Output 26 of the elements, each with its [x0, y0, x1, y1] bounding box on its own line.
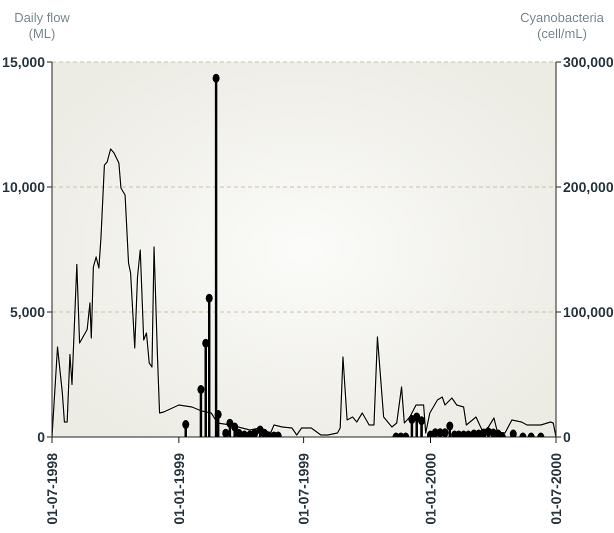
point — [214, 410, 222, 419]
y2-tick-label: 200,000 — [563, 178, 614, 195]
point — [231, 422, 238, 432]
x-tick-label: 01-01-2000 — [422, 452, 438, 525]
x-tick-label: 01-07-1998 — [44, 452, 60, 525]
point — [418, 416, 426, 426]
point — [446, 422, 454, 430]
point — [222, 428, 230, 437]
y2-tick-label: 100,000 — [563, 304, 614, 320]
point — [212, 74, 220, 83]
y-tick-label: 10,000 — [2, 178, 46, 195]
y-tick-label: 15,000 — [2, 54, 46, 70]
x-tick-label: 01-07-2000 — [548, 452, 564, 525]
y-tick-label: 0 — [37, 428, 46, 445]
y-tick-label: 5,000 — [10, 304, 46, 320]
x-tick-label: 01-07-1999 — [296, 452, 312, 525]
point — [251, 428, 258, 437]
point — [197, 385, 204, 394]
y2-tick-label: 300,000 — [563, 54, 614, 70]
y-axis-title: Daily flow (ML) — [14, 10, 70, 41]
point — [510, 430, 517, 437]
y2-axis-title: Cyanobacteria (cell/mL) — [520, 10, 605, 41]
x-tick-label: 01-01-1999 — [170, 452, 187, 525]
point — [206, 294, 213, 303]
y2-tick-label: 0 — [563, 428, 571, 445]
point — [182, 420, 190, 429]
